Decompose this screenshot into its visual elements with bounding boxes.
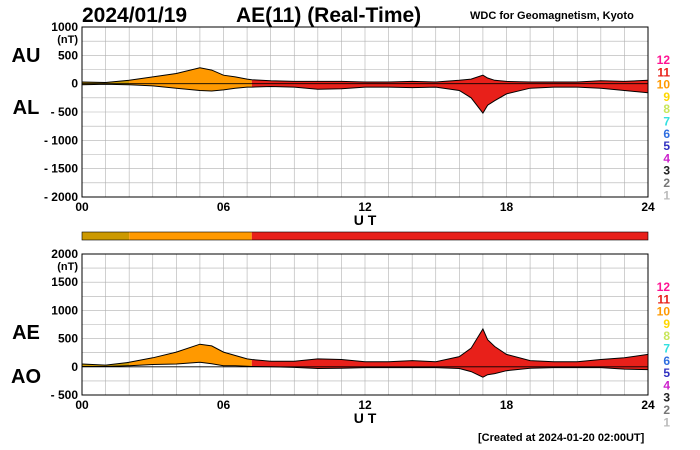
station-count-6: 6 <box>663 354 670 368</box>
station-count-4: 4 <box>663 151 670 165</box>
x-tick-label: 18 <box>500 200 514 214</box>
plot-frame <box>81 253 649 396</box>
chart-title: AE(11) (Real-Time) <box>236 4 422 27</box>
station-count-3: 3 <box>663 391 670 405</box>
station-count-11: 11 <box>657 65 670 79</box>
side-label-al: AL <box>13 97 40 119</box>
series-line-au <box>81 67 649 84</box>
station-count-11: 11 <box>657 292 670 306</box>
station-count-7: 7 <box>663 342 670 356</box>
station-status-bar-segment <box>129 232 252 240</box>
station-count-10: 10 <box>657 78 671 92</box>
panel-au-al <box>81 26 649 198</box>
y-tick-label: - 1000 <box>44 133 78 147</box>
station-count-1: 1 <box>663 188 670 202</box>
x-tick-label: 12 <box>358 398 372 412</box>
x-tick-label: 12 <box>358 200 372 214</box>
station-count-4: 4 <box>663 378 670 392</box>
y-tick-label: 500 <box>58 48 78 62</box>
x-tick-label: 00 <box>75 398 89 412</box>
y-tick-label: 1000 <box>51 303 78 317</box>
series-line-al <box>81 83 649 114</box>
station-count-2: 2 <box>663 176 670 190</box>
plot-frame <box>81 26 649 198</box>
y-tick-label: 2000 <box>51 247 78 261</box>
station-status-bar-segment <box>251 232 649 240</box>
x-tick-label: 24 <box>641 398 655 412</box>
series-line-ao <box>82 361 649 378</box>
station-count-8: 8 <box>663 329 670 343</box>
station-count-5: 5 <box>663 366 670 380</box>
station-status-bar-frame <box>81 231 649 241</box>
station-count-9: 9 <box>663 90 670 104</box>
station-status-bar-segment <box>82 232 130 240</box>
panel-ae-ao <box>81 253 649 396</box>
unit-label: (nT) <box>57 261 78 273</box>
y-tick-label: - 500 <box>51 388 79 402</box>
side-label-au: AU <box>12 45 41 67</box>
station-count-12: 12 <box>657 53 671 67</box>
station-count-9: 9 <box>663 317 670 331</box>
unit-label: (nT) <box>57 34 78 46</box>
x-tick-label: 06 <box>217 200 231 214</box>
x-tick-label: 24 <box>641 200 655 214</box>
station-count-3: 3 <box>663 164 670 178</box>
station-count-2: 2 <box>663 403 670 417</box>
station-count-6: 6 <box>663 127 670 141</box>
side-label-ao: AO <box>11 366 41 388</box>
data-source: WDC for Geomagnetism, Kyoto <box>470 10 634 22</box>
y-tick-label: - 1500 <box>44 162 78 176</box>
created-timestamp: [Created at 2024-01-20 02:00UT] <box>478 432 645 444</box>
y-tick-label: 0 <box>71 360 78 374</box>
station-count-5: 5 <box>663 139 670 153</box>
x-tick-label: 00 <box>75 200 89 214</box>
station-count-10: 10 <box>657 305 671 319</box>
y-tick-label: 500 <box>58 332 78 346</box>
station-count-7: 7 <box>663 115 670 129</box>
y-tick-label: 1000 <box>51 20 78 34</box>
station-count-12: 12 <box>657 280 671 294</box>
y-tick-label: 1500 <box>51 275 78 289</box>
y-tick-label: - 500 <box>51 105 79 119</box>
y-tick-label: - 2000 <box>44 190 78 204</box>
x-tick-label: 18 <box>500 398 514 412</box>
x-axis-label: U T <box>354 212 377 228</box>
y-tick-label: 0 <box>71 77 78 91</box>
chart-date: 2024/01/19 <box>82 4 188 27</box>
x-axis-label: U T <box>354 410 377 426</box>
x-tick-label: 06 <box>217 398 231 412</box>
station-count-1: 1 <box>663 415 670 429</box>
side-label-ae: AE <box>12 322 40 344</box>
series-line-ae <box>81 327 649 366</box>
station-count-8: 8 <box>663 102 670 116</box>
